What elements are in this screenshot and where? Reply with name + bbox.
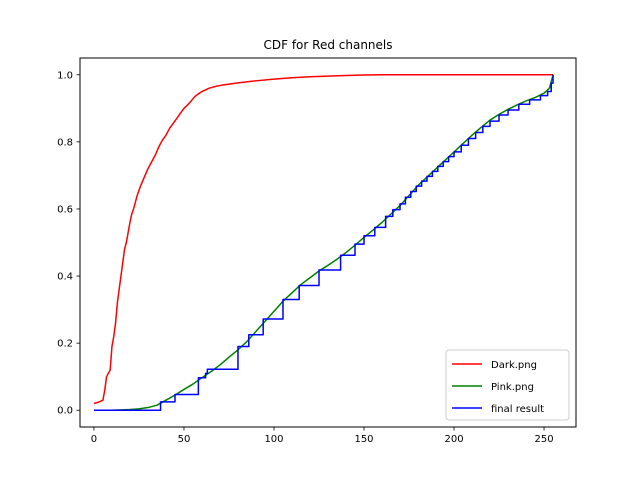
y-axis: 0.0 0.2 0.4 0.6 0.8 1.0	[57, 70, 80, 417]
x-tick-label: 150	[354, 434, 373, 445]
legend-label-1: Pink.png	[491, 382, 534, 393]
x-tick-label: 200	[444, 434, 463, 445]
series-line-0	[93, 74, 554, 405]
x-tick-label: 250	[534, 434, 553, 445]
y-tick-label: 0.6	[57, 204, 73, 215]
legend-label-0: Dark.png	[491, 360, 537, 371]
x-tick-label: 0	[91, 434, 97, 445]
x-axis: 0 50 100 150 200 250	[91, 427, 554, 445]
y-tick-label: 0.0	[57, 406, 73, 417]
y-tick-label: 0.4	[57, 272, 73, 283]
x-tick-label: 50	[178, 434, 191, 445]
y-tick-label: 0.8	[57, 137, 73, 148]
y-tick-label: 0.2	[57, 339, 73, 350]
x-tick-label: 100	[264, 434, 283, 445]
plot-frame	[79, 57, 577, 428]
legend-box	[445, 349, 570, 421]
legend: Dark.png Pink.png final result	[445, 349, 570, 421]
y-tick-label: 1.0	[57, 70, 73, 81]
series-line-2	[93, 74, 554, 411]
series-layer	[93, 74, 554, 411]
chart-title: CDF for Red channels	[264, 38, 393, 52]
legend-label-2: final result	[491, 404, 544, 415]
series-line-1	[93, 74, 554, 411]
